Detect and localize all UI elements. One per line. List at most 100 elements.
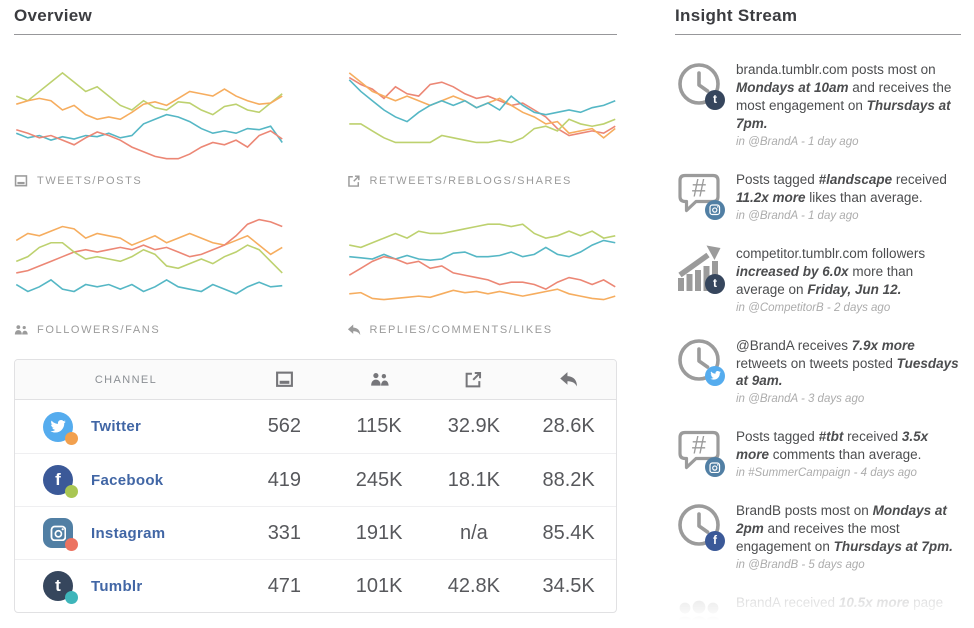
- series-tumblr: [349, 80, 615, 122]
- insight-text: BrandA received 10.5x more page: [736, 595, 944, 611]
- series-facebook: [349, 224, 615, 247]
- series-instagram: [349, 78, 615, 136]
- replies-column-icon: [521, 370, 616, 389]
- chart-label: REPLIES/COMMENTS/LIKES: [347, 323, 618, 337]
- insight-icon-wrap: #: [675, 427, 725, 478]
- sparkline-chart: [14, 52, 285, 168]
- insight-item[interactable]: @BrandA receives 7.9x more retweets on t…: [675, 336, 961, 405]
- insight-icon-wrap: [675, 593, 723, 624]
- replies-icon: [347, 324, 360, 336]
- chart-label: FOLLOWERS/FANS: [14, 323, 285, 337]
- metric-value: 88.2K: [542, 468, 595, 491]
- overview-title: Overview: [14, 6, 93, 25]
- insight-meta: in @BrandA - 1 day ago: [736, 135, 859, 148]
- tumblr-badge: t: [705, 273, 725, 294]
- overview-divider: [14, 34, 617, 35]
- insight-icon-wrap: t: [675, 244, 725, 294]
- twitter-avatar: [43, 411, 78, 445]
- svg-text:#: #: [692, 174, 706, 202]
- posts-icon: [14, 175, 28, 187]
- insight-text: Posts tagged #tbt received 3.5x more com…: [736, 429, 929, 463]
- series-twitter: [16, 227, 282, 255]
- insight-stream-divider: [675, 34, 961, 35]
- twitter-bird-icon: [709, 371, 721, 380]
- chart-label-text: FOLLOWERS/FANS: [37, 324, 161, 336]
- facebook-avatar: f: [43, 465, 78, 498]
- metric-value: 42.8K: [447, 574, 500, 597]
- chart-tweets-posts[interactable]: TWEETS/POSTS: [14, 52, 285, 188]
- series-instagram: [349, 257, 615, 289]
- chart-label: RETWEETS/REBLOGS/SHARES: [347, 174, 618, 188]
- channels-table-header: CHANNEL: [15, 360, 616, 400]
- chart-label-text: RETWEETS/REBLOGS/SHARES: [369, 175, 572, 187]
- metric-value: 191K: [355, 521, 403, 544]
- twitter-bird-icon: [50, 419, 66, 433]
- insight-icon-wrap: #: [675, 170, 725, 220]
- table-row-tumblr[interactable]: t Tumblr 471 101K 42.8K 34.5K: [15, 559, 616, 612]
- channel-link[interactable]: Facebook: [91, 471, 164, 489]
- tumblr-t-icon: t: [55, 575, 61, 595]
- instagram-camera-icon: [709, 204, 721, 216]
- tumblr-t-icon: t: [713, 92, 717, 106]
- insight-meta: in @BrandA - 1 day ago: [736, 209, 859, 222]
- insight-icon-wrap: [675, 336, 725, 386]
- insight-item[interactable]: f BrandB posts most on Mondays at 2pm and…: [675, 501, 961, 571]
- table-row-instagram[interactable]: Instagram 331 191K n/a 85.4K: [15, 506, 616, 559]
- insight-text: Posts tagged #landscape received 11.2x m…: [736, 171, 947, 205]
- insight-icon-wrap: f: [675, 501, 725, 552]
- channel-link[interactable]: Twitter: [91, 418, 142, 435]
- chart-followers-fans[interactable]: FOLLOWERS/FANS: [14, 201, 285, 337]
- shares-icon: [466, 371, 482, 388]
- insight-meta: in @BrandB - 5 days ago: [736, 559, 865, 572]
- hashtag-icon: #: [678, 173, 720, 212]
- posts-icon: [275, 371, 293, 387]
- channels-table-body: Twitter 562 115K 32.9K 28.6K f Facebook 419 245K…: [15, 400, 616, 612]
- insight-item[interactable]: BrandA received 10.5x more page: [675, 593, 961, 624]
- series-instagram: [16, 130, 282, 159]
- chart-replies-comments-likes[interactable]: REPLIES/COMMENTS/LIKES: [347, 201, 618, 337]
- metric-value: 85.4K: [542, 521, 595, 544]
- table-row-facebook[interactable]: f Facebook 419 245K 18.1K 88.2K: [15, 453, 616, 506]
- metric-value: 115K: [356, 415, 402, 437]
- clock-icon: [678, 63, 720, 105]
- metric-value: n/a: [459, 521, 488, 544]
- twitter-badge: [705, 365, 725, 386]
- insight-text: competitor.tumblr.com followers increase…: [736, 245, 926, 297]
- metric-value: 331: [267, 521, 302, 544]
- people-icon: [676, 600, 722, 624]
- svg-text:#: #: [692, 432, 706, 460]
- clock-icon: [678, 338, 720, 381]
- sparkline-grid: TWEETS/POSTS RETWEETS/REBLOGS/SHARES FOL…: [14, 52, 617, 337]
- chart-retweets-reblogs-shares[interactable]: RETWEETS/REBLOGS/SHARES: [347, 52, 618, 188]
- series-facebook: [16, 73, 282, 115]
- metric-value: 245K: [355, 468, 403, 491]
- insight-item[interactable]: # Posts tagged #tbt received 3.5x more co…: [675, 427, 961, 479]
- metric-value: 562: [267, 415, 302, 437]
- instagram-camera-icon: [709, 462, 721, 473]
- instagram-badge: [705, 457, 725, 478]
- sparkline-chart: [347, 201, 618, 317]
- channels-table: CHANNEL Twitter 562 115K 32.9K 28.6K f Faceboo…: [14, 359, 617, 613]
- insight-meta: in @CompetitorB - 2 days ago: [736, 301, 891, 314]
- sparkline-chart: [347, 52, 618, 168]
- channel-link[interactable]: Instagram: [91, 524, 166, 542]
- tumblr-avatar: t: [43, 571, 78, 604]
- series-tumblr: [16, 115, 282, 143]
- insight-item[interactable]: t branda.tumblr.com posts most on Mondays…: [675, 60, 961, 148]
- insight-item[interactable]: t competitor.tumblr.com followers increas…: [675, 244, 961, 314]
- table-row-twitter[interactable]: Twitter 562 115K 32.9K 28.6K: [15, 400, 616, 453]
- shares-column-icon: [427, 370, 522, 389]
- overview-panel: Overview TWEETS/POSTS RETWEETS/REBLOGS/S…: [14, 6, 617, 613]
- series-twitter: [16, 89, 282, 119]
- channel-color-dot: [65, 538, 78, 551]
- channel-avatar-cell: [15, 518, 91, 551]
- series-twitter: [349, 289, 615, 299]
- channel-avatar-cell: [15, 411, 91, 445]
- channel-link[interactable]: Tumblr: [91, 577, 143, 595]
- instagram-badge: [705, 199, 725, 220]
- facebook-badge: f: [705, 531, 725, 552]
- metric-value: 101K: [355, 574, 403, 597]
- channel-color-dot: [65, 591, 78, 604]
- insight-meta: in #SummerCampaign - 4 days ago: [736, 467, 917, 480]
- insight-item[interactable]: # Posts tagged #landscape received 11.2x …: [675, 170, 961, 222]
